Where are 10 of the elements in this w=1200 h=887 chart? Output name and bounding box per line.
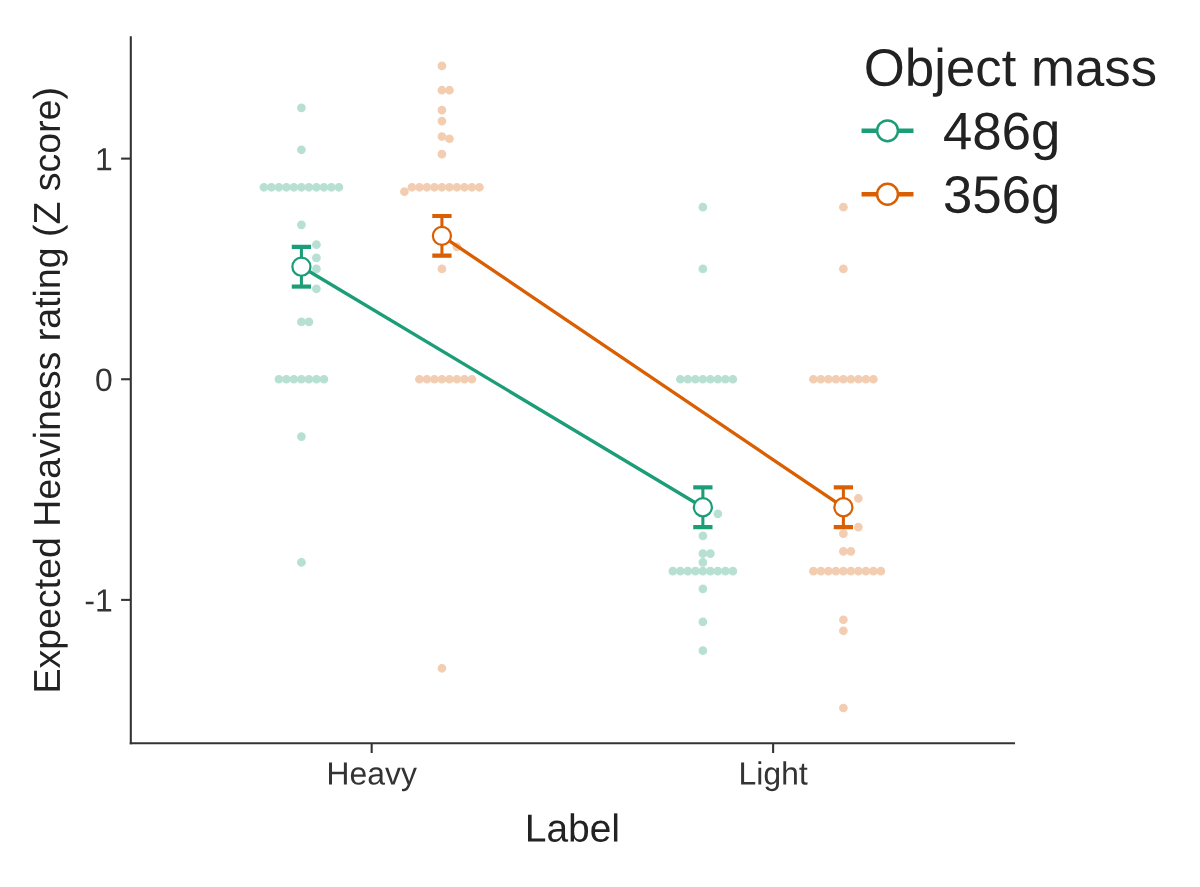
legend-title: Object mass (866, 47, 1156, 97)
y-axis-title: Expected Heaviness rating (Z score) (32, 89, 68, 691)
legend-label: 356g (944, 175, 1057, 224)
x-tick-label: Heavy (329, 762, 417, 792)
y-tick-label: 0 (96, 368, 112, 392)
x-axis-title: Label (528, 813, 618, 842)
x-tick-label: Light (741, 761, 808, 792)
legend-label: 486g (944, 112, 1057, 161)
y-tick-label: 1 (97, 148, 112, 171)
y-tick-label: -1 (85, 589, 112, 612)
